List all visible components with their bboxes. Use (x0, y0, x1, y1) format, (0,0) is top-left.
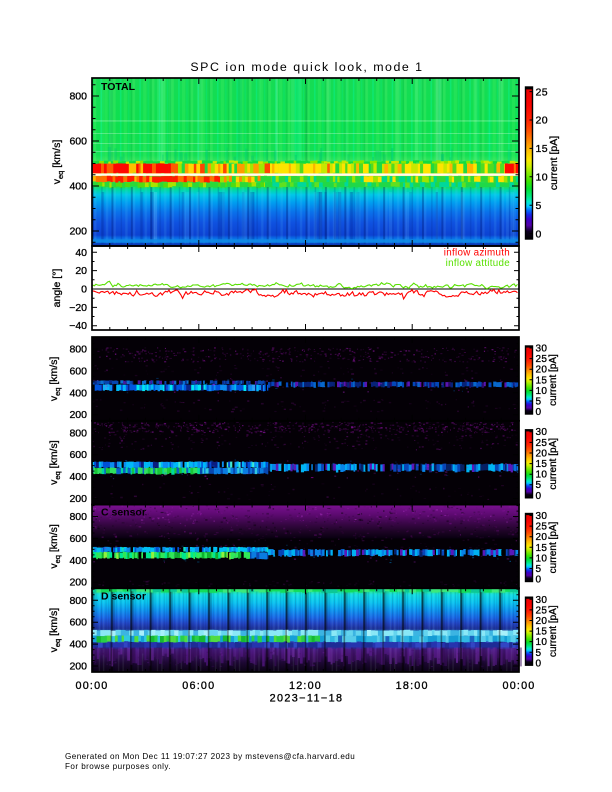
svg-text:800: 800 (69, 427, 87, 439)
svg-text:600: 600 (69, 617, 87, 629)
svg-text:current [pA]: current [pA] (548, 438, 559, 490)
svg-text:18:00: 18:00 (396, 680, 429, 692)
svg-text:25: 25 (536, 354, 548, 365)
svg-text:400: 400 (69, 387, 87, 399)
svg-text:600: 600 (69, 533, 87, 545)
svg-text:20: 20 (75, 265, 87, 277)
svg-text:20: 20 (536, 365, 548, 376)
svg-text:current [pA]: current [pA] (548, 136, 560, 190)
svg-text:600: 600 (69, 449, 87, 461)
svg-text:15: 15 (536, 627, 548, 638)
svg-text:400: 400 (69, 181, 87, 193)
svg-text:25: 25 (536, 86, 548, 98)
svg-text:5: 5 (536, 648, 542, 659)
svg-text:200: 200 (69, 409, 87, 421)
svg-text:400: 400 (69, 555, 87, 567)
svg-text:800: 800 (69, 344, 87, 356)
svg-text:5: 5 (536, 397, 542, 408)
svg-text:Generated on Mon Dec 11 19:07:: Generated on Mon Dec 11 19:07:27 2023 by… (65, 752, 355, 761)
svg-text:20: 20 (536, 115, 548, 127)
svg-text:15: 15 (536, 459, 548, 470)
svg-text:400: 400 (69, 471, 87, 483)
svg-text:5: 5 (536, 480, 542, 491)
svg-text:C sensor: C sensor (101, 507, 146, 519)
svg-text:−40: −40 (69, 320, 87, 332)
svg-text:20: 20 (536, 449, 548, 460)
svg-text:30: 30 (536, 511, 548, 522)
svg-text:10: 10 (536, 470, 548, 481)
svg-text:200: 200 (69, 493, 87, 505)
svg-text:D sensor: D sensor (101, 591, 146, 603)
svg-text:current [pA]: current [pA] (548, 354, 559, 406)
svg-text:25: 25 (536, 522, 548, 533)
svg-text:inflow azimuth: inflow azimuth (444, 248, 510, 259)
svg-text:06:00: 06:00 (182, 680, 215, 692)
svg-text:0: 0 (536, 491, 542, 502)
svg-text:200: 200 (69, 577, 87, 589)
svg-text:00:00: 00:00 (75, 680, 108, 692)
svg-text:200: 200 (69, 226, 87, 238)
svg-text:5: 5 (536, 200, 542, 212)
svg-text:10: 10 (536, 386, 548, 397)
svg-text:veq [km/s]: veq [km/s] (51, 140, 65, 185)
svg-text:10: 10 (536, 172, 548, 184)
svg-text:0: 0 (536, 228, 542, 240)
svg-text:200: 200 (69, 661, 87, 673)
svg-text:SPC ion mode quick look, mode: SPC ion mode quick look, mode 1 (190, 60, 423, 74)
svg-text:veq [km/s]: veq [km/s] (48, 524, 62, 569)
svg-text:800: 800 (69, 91, 87, 103)
svg-text:inflow attitude: inflow attitude (446, 258, 511, 269)
svg-text:veq [km/s]: veq [km/s] (48, 440, 62, 485)
svg-text:600: 600 (69, 136, 87, 148)
svg-text:2023−11−18: 2023−11−18 (270, 693, 344, 705)
svg-text:0: 0 (536, 658, 542, 669)
svg-text:25: 25 (536, 605, 548, 616)
svg-text:30: 30 (536, 344, 548, 355)
svg-text:25: 25 (536, 438, 548, 449)
svg-text:00:00: 00:00 (502, 680, 535, 692)
svg-text:20: 20 (536, 532, 548, 543)
svg-text:veq [km/s]: veq [km/s] (48, 357, 62, 402)
svg-text:15: 15 (536, 543, 548, 554)
svg-text:current [pA]: current [pA] (548, 605, 559, 657)
svg-text:400: 400 (69, 639, 87, 651)
svg-text:current [pA]: current [pA] (548, 521, 559, 573)
svg-text:800: 800 (69, 595, 87, 607)
svg-text:For browse purposes only.: For browse purposes only. (65, 762, 171, 771)
svg-text:800: 800 (69, 511, 87, 523)
svg-text:600: 600 (69, 365, 87, 377)
svg-text:−20: −20 (69, 302, 87, 314)
svg-text:angle [°]: angle [°] (51, 269, 63, 308)
svg-text:15: 15 (536, 143, 548, 155)
svg-text:0: 0 (536, 575, 542, 586)
svg-text:40: 40 (75, 247, 87, 259)
svg-text:10: 10 (536, 553, 548, 564)
svg-text:0: 0 (81, 284, 87, 296)
svg-text:veq [km/s]: veq [km/s] (48, 608, 62, 653)
svg-text:5: 5 (536, 564, 542, 575)
svg-text:12:00: 12:00 (289, 680, 322, 692)
svg-text:15: 15 (536, 375, 548, 386)
svg-text:20: 20 (536, 616, 548, 627)
svg-text:0: 0 (536, 407, 542, 418)
svg-text:TOTAL: TOTAL (101, 81, 136, 93)
svg-text:10: 10 (536, 637, 548, 648)
svg-text:30: 30 (536, 427, 548, 438)
svg-text:30: 30 (536, 595, 548, 606)
